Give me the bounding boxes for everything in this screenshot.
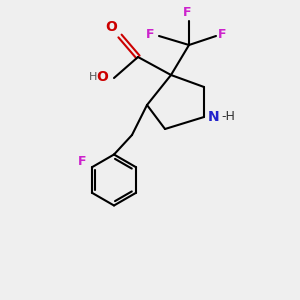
- Text: H: H: [89, 72, 98, 82]
- Text: F: F: [146, 28, 154, 41]
- Text: N: N: [208, 110, 219, 124]
- Text: F: F: [78, 155, 86, 168]
- Text: F: F: [183, 6, 192, 19]
- Text: F: F: [218, 28, 226, 41]
- Text: -H: -H: [221, 110, 235, 124]
- Text: O: O: [106, 20, 118, 34]
- Text: O: O: [97, 70, 109, 84]
